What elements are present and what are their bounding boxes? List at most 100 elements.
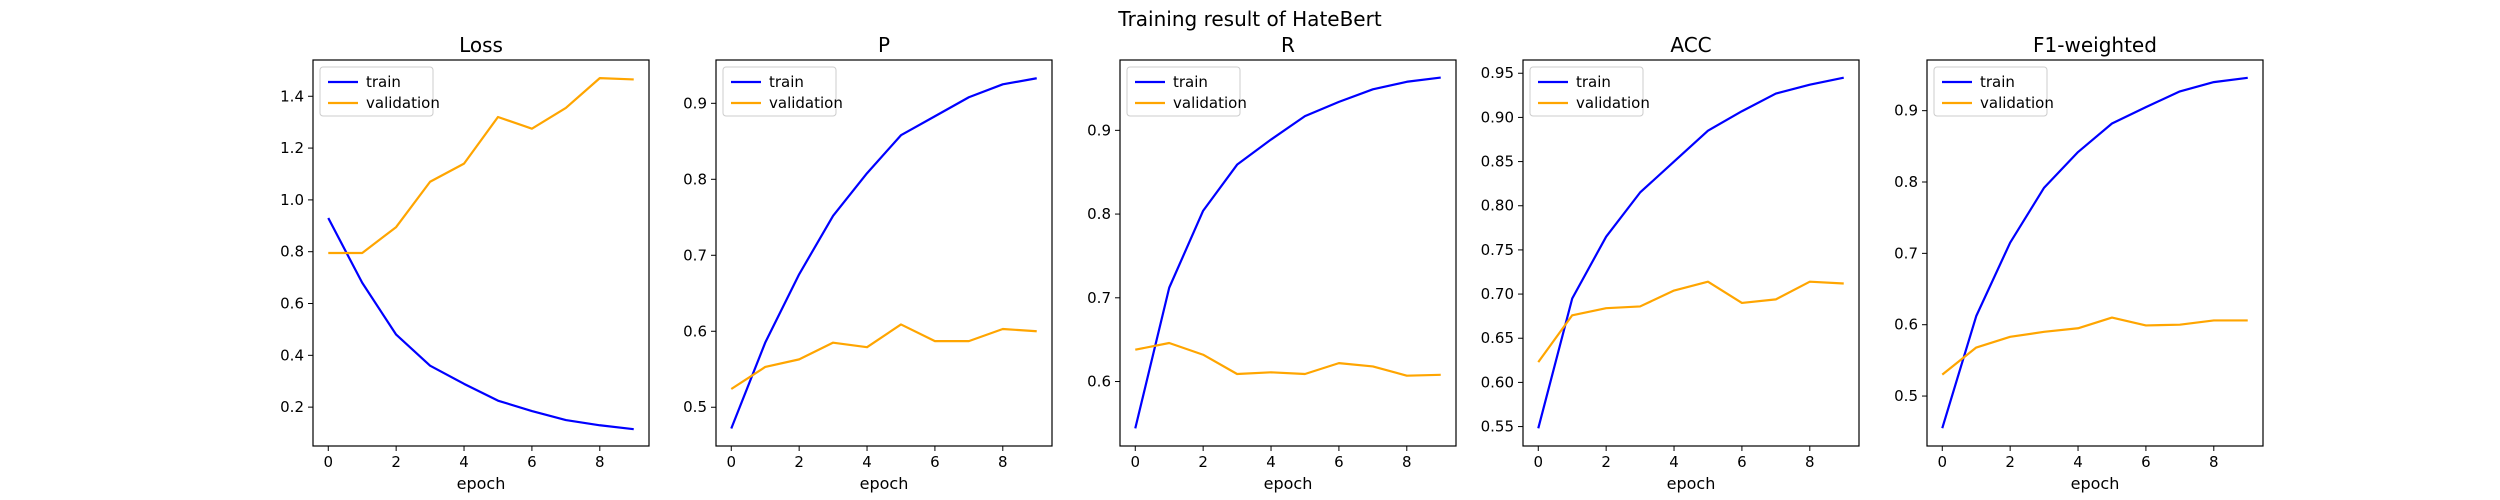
chart-4-acc-legend-label-validation: validation — [1576, 94, 1650, 112]
chart-4-acc-legend: train validation — [1529, 66, 1650, 117]
chart-2-p-ytick-label: 0.8 — [683, 170, 707, 188]
chart-1-loss-xtick-label: 6 — [527, 453, 537, 471]
chart-5-f1-weighted-xtick-label: 8 — [2209, 453, 2219, 471]
chart-3-r-ytick-label: 0.6 — [1087, 373, 1111, 391]
chart-5-f1-weighted-ytick-label: 0.9 — [1894, 102, 1918, 120]
chart-4-acc-xtick-label: 4 — [1669, 453, 1679, 471]
chart-4-acc-xtick-label: 6 — [1737, 453, 1747, 471]
chart-1-loss-xtick-label: 4 — [459, 453, 469, 471]
chart-5-f1-weighted: F1-weighted 0 2 4 6 8 0.5 0.6 0.7 0.8 0.9 epoch trai… — [1894, 33, 2264, 493]
chart-2-p-xlabel: epoch — [860, 474, 909, 493]
chart-4-acc-ytick-label: 0.80 — [1481, 197, 1514, 215]
chart-3-r-xtick-label: 6 — [1334, 453, 1344, 471]
chart-3-r-ytick-label: 0.7 — [1087, 289, 1111, 307]
chart-4-acc-ytick-label: 0.55 — [1481, 418, 1514, 436]
chart-2-p-series-validation-line — [730, 323, 1037, 390]
chart-1-loss-axes-frame — [312, 59, 650, 447]
chart-5-f1-weighted-axes-frame — [1926, 59, 2264, 447]
chart-4-acc-xtick-label: 0 — [1533, 453, 1543, 471]
chart-3-r: R 0 2 4 6 8 0.6 0.7 0.8 0.9 epoch train validation — [1087, 33, 1457, 493]
chart-1-loss: Loss 0 2 4 6 8 0.2 0.4 0.6 0.8 1.0 1.2 1.4 epoch train… — [280, 33, 650, 493]
chart-4-acc-legend-label-train: train — [1576, 73, 1611, 91]
chart-4-acc: ACC 0 2 4 6 8 0.55 0.60 0.65 0.70 0.75 0.80 0.85 0.90… — [1481, 33, 1860, 493]
chart-1-loss-ytick-label: 0.8 — [280, 243, 304, 261]
chart-4-acc-axes-frame — [1522, 59, 1860, 447]
chart-4-acc-xtick-label: 2 — [1601, 453, 1611, 471]
chart-1-loss-xtick-label: 0 — [323, 453, 333, 471]
chart-3-r-xtick-label: 4 — [1266, 453, 1276, 471]
chart-3-r-series-validation-line — [1135, 341, 1441, 377]
chart-2-p-xtick-label: 6 — [930, 453, 940, 471]
chart-4-acc-ytick-label: 0.70 — [1481, 285, 1514, 303]
chart-4-acc-xlabel: epoch — [1667, 474, 1716, 493]
chart-5-f1-weighted-xlabel: epoch — [2071, 474, 2120, 493]
chart-5-f1-weighted-ytick-label: 0.7 — [1894, 244, 1918, 262]
chart-1-loss-series-validation-line — [328, 77, 634, 255]
chart-5-f1-weighted-xtick-label: 6 — [2141, 453, 2151, 471]
chart-2-p-ytick-label: 0.9 — [683, 94, 707, 112]
chart-2-p-xtick-label: 0 — [726, 453, 736, 471]
chart-5-f1-weighted-series-validation-line — [1941, 316, 2248, 376]
chart-3-r-series-train-line — [1134, 76, 1441, 429]
chart-5-f1-weighted-legend: train validation — [1933, 66, 2054, 117]
chart-3-r-xtick-label: 8 — [1402, 453, 1412, 471]
chart-4-acc-ytick-label: 0.60 — [1481, 373, 1514, 391]
chart-2-p-axes-frame — [715, 59, 1053, 447]
chart-4-acc-title: ACC — [1670, 33, 1711, 57]
chart-3-r-xtick-label: 2 — [1198, 453, 1208, 471]
chart-1-loss-legend-label-validation: validation — [366, 94, 440, 112]
chart-3-r-title: R — [1281, 33, 1295, 57]
chart-1-loss-series-train-line — [327, 217, 634, 431]
figure-suptitle: Training result of HateBert — [1117, 7, 1382, 31]
chart-1-loss-legend: train validation — [319, 66, 440, 117]
chart-2-p-title: P — [878, 33, 890, 57]
chart-1-loss-xtick-label: 2 — [391, 453, 401, 471]
chart-4-acc-xtick-label: 8 — [1805, 453, 1815, 471]
chart-3-r-ytick-label: 0.8 — [1087, 205, 1111, 223]
chart-5-f1-weighted-ytick-label: 0.6 — [1894, 316, 1918, 334]
chart-5-f1-weighted-ytick-label: 0.8 — [1894, 173, 1918, 191]
chart-4-acc-ytick-label: 0.85 — [1481, 153, 1514, 171]
chart-4-acc-ytick-label: 0.75 — [1481, 241, 1514, 259]
chart-1-loss-xtick-label: 8 — [595, 453, 605, 471]
chart-1-loss-ytick-label: 1.2 — [280, 139, 304, 157]
chart-1-loss-xlabel: epoch — [457, 474, 506, 493]
chart-2-p-legend: train validation — [722, 66, 843, 117]
chart-2-p-legend-label-validation: validation — [769, 94, 843, 112]
chart-2-p-xtick-label: 8 — [998, 453, 1008, 471]
chart-4-acc-series-train-line — [1537, 76, 1844, 429]
chart-5-f1-weighted-xtick-label: 0 — [1937, 453, 1947, 471]
chart-5-f1-weighted-xtick-label: 2 — [2005, 453, 2015, 471]
chart-3-r-legend: train validation — [1126, 66, 1247, 117]
chart-2-p-ytick-label: 0.5 — [683, 398, 707, 416]
chart-3-r-xlabel: epoch — [1264, 474, 1313, 493]
chart-5-f1-weighted-ytick-label: 0.5 — [1894, 387, 1918, 405]
chart-1-loss-ytick-label: 1.0 — [280, 191, 304, 209]
chart-2-p-series-train-line — [730, 77, 1037, 429]
chart-2-p-legend-label-train: train — [769, 73, 804, 91]
chart-4-acc-series-validation-line — [1537, 280, 1844, 363]
chart-3-r-axes-frame — [1119, 59, 1457, 447]
chart-4-acc-ytick-label: 0.90 — [1481, 108, 1514, 126]
chart-1-loss-ytick-label: 0.2 — [280, 398, 304, 416]
chart-5-f1-weighted-legend-label-validation: validation — [1980, 94, 2054, 112]
chart-1-loss-legend-label-train: train — [366, 73, 401, 91]
chart-1-loss-ytick-label: 1.4 — [280, 87, 304, 105]
chart-5-f1-weighted-legend-label-train: train — [1980, 73, 2015, 91]
chart-5-f1-weighted-title: F1-weighted — [2033, 33, 2157, 57]
chart-1-loss-ytick-label: 0.6 — [280, 295, 304, 313]
chart-5-f1-weighted-series-train-line — [1941, 76, 2248, 429]
chart-2-p: P 0 2 4 6 8 0.5 0.6 0.7 0.8 0.9 epoch train validatio… — [683, 33, 1053, 493]
chart-3-r-xtick-label: 0 — [1130, 453, 1140, 471]
chart-3-r-ytick-label: 0.9 — [1087, 121, 1111, 139]
chart-1-loss-ytick-label: 0.4 — [280, 346, 304, 364]
chart-2-p-ytick-label: 0.7 — [683, 246, 707, 264]
chart-5-f1-weighted-xtick-label: 4 — [2073, 453, 2083, 471]
chart-1-loss-title: Loss — [459, 33, 503, 57]
chart-3-r-legend-label-train: train — [1173, 73, 1208, 91]
chart-2-p-ytick-label: 0.6 — [683, 322, 707, 340]
chart-3-r-legend-label-validation: validation — [1173, 94, 1247, 112]
chart-2-p-xtick-label: 2 — [794, 453, 804, 471]
